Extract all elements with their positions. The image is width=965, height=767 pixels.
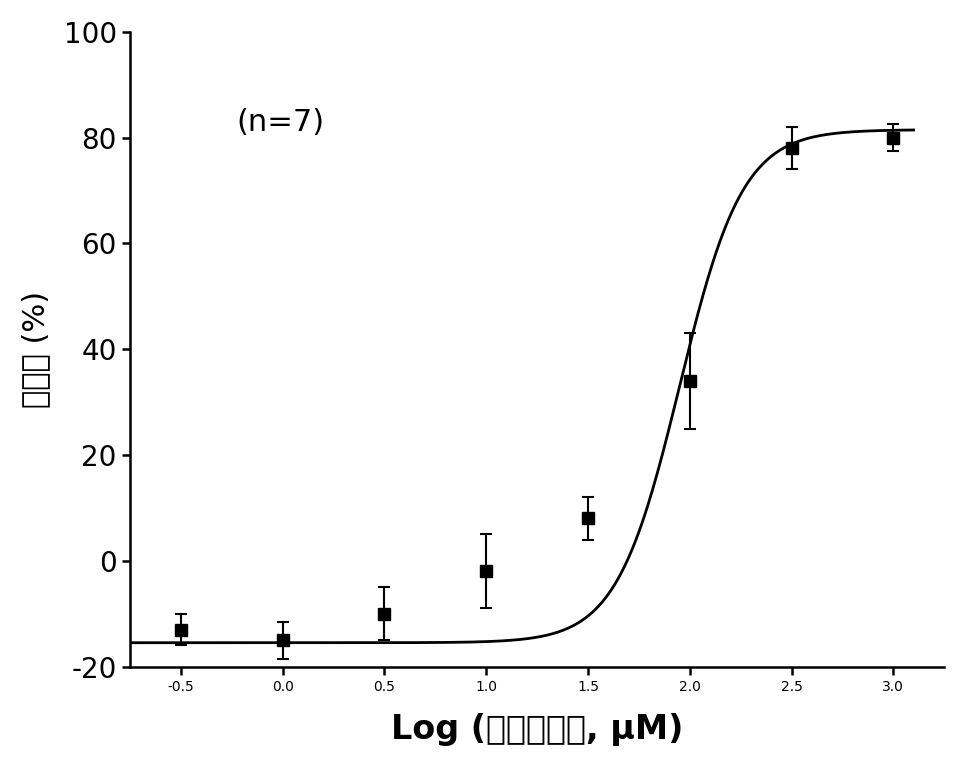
- X-axis label: Log (双氯芬酸钙, μM): Log (双氯芬酸钙, μM): [391, 713, 683, 746]
- Y-axis label: 舐张率 (%): 舐张率 (%): [21, 291, 50, 408]
- Text: (n=7): (n=7): [235, 108, 324, 137]
